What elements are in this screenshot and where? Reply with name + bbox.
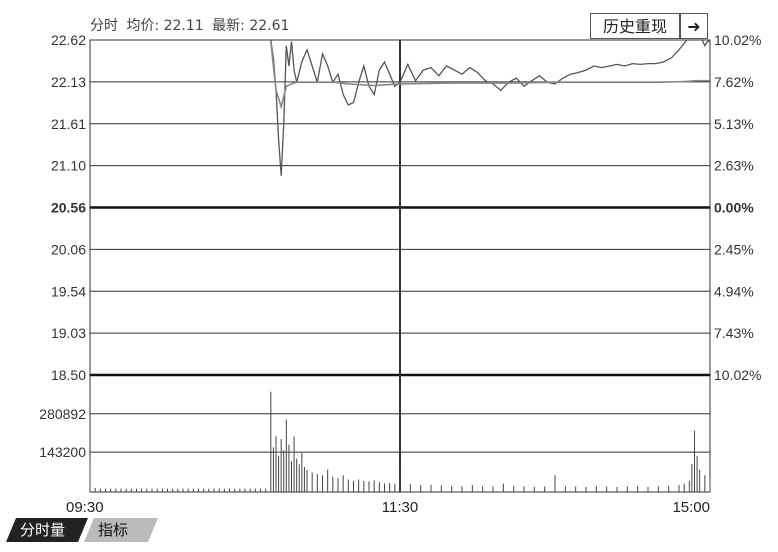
pct-tick-label: 7.43% xyxy=(714,325,754,341)
price-tick-label: 20.06 xyxy=(51,241,86,257)
pct-tick-label: 7.62% xyxy=(714,74,754,90)
info-bar: 分时 均价: 22.11 最新: 22.61 xyxy=(90,15,293,35)
tab-indicators[interactable]: 指标 xyxy=(84,518,158,542)
pct-tick-label: 2.45% xyxy=(714,241,754,257)
history-replay-button[interactable]: 历史重现 xyxy=(590,13,680,39)
volume-tick-label: 143200 xyxy=(39,444,86,460)
price-tick-label: 19.54 xyxy=(51,283,86,299)
tab-volume[interactable]: 分时量 xyxy=(6,518,88,542)
avg-price: 均价: 22.11 xyxy=(126,18,204,34)
collapse-arrow-icon[interactable]: ➜ xyxy=(680,13,708,39)
pct-tick-label: 10.02% xyxy=(714,32,761,48)
pct-tick-label: 5.13% xyxy=(714,116,754,132)
time-tick-label: 09:30 xyxy=(66,499,104,516)
price-tick-label: 22.13 xyxy=(51,74,86,90)
time-tick-label: 15:00 xyxy=(672,499,710,516)
price-tick-label: 21.61 xyxy=(51,116,86,132)
time-tick-label: 11:30 xyxy=(382,499,418,516)
price-tick-label: 20.56 xyxy=(51,200,86,216)
volume-tick-label: 280892 xyxy=(39,406,86,422)
pct-tick-label: 10.02% xyxy=(714,367,761,383)
pct-tick-label: 2.63% xyxy=(714,158,754,174)
price-tick-label: 19.03 xyxy=(51,325,86,341)
pct-tick-label: 4.94% xyxy=(714,283,754,299)
pct-tick-label: 0.00% xyxy=(714,200,754,216)
price-tick-label: 22.62 xyxy=(51,32,86,48)
info-label: 分时 xyxy=(90,18,118,34)
price-line xyxy=(270,39,711,176)
price-tick-label: 18.50 xyxy=(51,367,86,383)
avg-price-line xyxy=(270,41,710,110)
latest-price: 最新: 22.61 xyxy=(212,18,290,34)
price-tick-label: 21.10 xyxy=(51,158,86,174)
